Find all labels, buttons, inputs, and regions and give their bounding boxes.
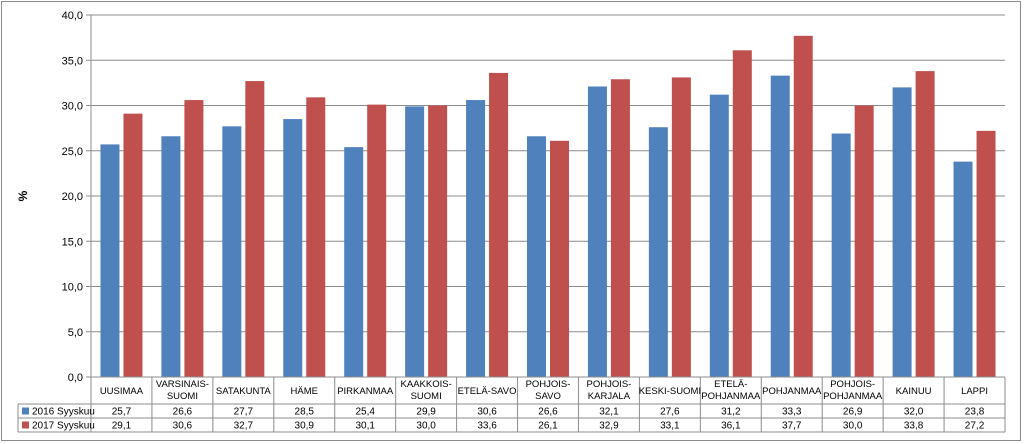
category-label: POHJANMAA (701, 391, 761, 402)
category-label: UUSIMAA (100, 386, 144, 397)
data-label: 37,7 (782, 421, 802, 432)
bar (770, 75, 790, 377)
category-label: SUOMI (411, 391, 442, 402)
data-label: 23,8 (965, 407, 985, 418)
bar (245, 81, 265, 377)
bar (344, 147, 364, 377)
data-label: 26,1 (538, 421, 558, 432)
bar (953, 161, 973, 377)
y-tick-label: 10,0 (62, 282, 83, 294)
data-label: 26,6 (173, 407, 193, 418)
data-label: 30,6 (477, 407, 497, 418)
bar (709, 94, 729, 377)
data-label: 25,4 (355, 407, 375, 418)
bar (671, 77, 691, 377)
data-label: 30,9 (295, 421, 315, 432)
data-label: 30,0 (416, 421, 436, 432)
category-label: POHJOIS- (586, 379, 631, 390)
bar (587, 86, 607, 378)
y-tick-label: 15,0 (62, 236, 83, 248)
y-tick-label: 5,0 (68, 327, 83, 339)
bar (100, 144, 120, 377)
data-label: 30,0 (843, 421, 863, 432)
bar (283, 119, 303, 377)
legend-swatch (22, 407, 29, 415)
data-label: 27,7 (234, 407, 254, 418)
y-tick-label: 0,0 (68, 372, 83, 384)
data-label: 27,2 (965, 421, 985, 432)
bar (892, 87, 912, 378)
data-label: 33,8 (904, 421, 924, 432)
category-label: HÄME (291, 386, 318, 397)
bar (976, 130, 996, 377)
bar (184, 100, 204, 377)
category-label: LAPPI (961, 386, 988, 397)
category-label: POHJOIS- (830, 379, 875, 390)
category-label: SUOMI (167, 391, 198, 402)
y-tick-label: 40,0 (62, 10, 83, 22)
bar (466, 100, 486, 377)
data-label: 33,6 (477, 421, 497, 432)
category-label: POHJOIS- (526, 379, 571, 390)
data-label: 36,1 (721, 421, 741, 432)
data-label: 25,7 (112, 407, 132, 418)
y-tick-label: 25,0 (62, 146, 83, 158)
bar (222, 126, 242, 377)
bar (610, 79, 630, 377)
category-label: KESKI-SUOMI (639, 386, 701, 397)
data-label: 32,0 (904, 407, 924, 418)
category-label: ETELÄ- (714, 379, 747, 390)
legend-label: 2016 Syyskuu (32, 407, 95, 418)
data-label: 30,1 (355, 421, 375, 432)
category-label: KAINUU (896, 386, 932, 397)
data-label: 33,1 (660, 421, 680, 432)
bar (527, 136, 546, 377)
category-label: KAAKKOIS- (401, 379, 452, 390)
data-label: 26,6 (538, 407, 558, 418)
bar (123, 113, 143, 378)
category-label: KARJALA (588, 391, 631, 402)
data-label: 32,1 (599, 407, 619, 418)
data-label: 31,2 (721, 407, 741, 418)
data-label: 32,7 (234, 421, 254, 432)
category-label: SAVO (535, 391, 561, 402)
y-tick-label: 35,0 (62, 55, 83, 67)
data-label: 29,1 (112, 421, 132, 432)
legend-label: 2017 Syyskuu (32, 421, 95, 432)
bar (793, 35, 813, 377)
y-axis-label: % (16, 190, 30, 201)
y-tick-label: 20,0 (62, 191, 83, 203)
bar (405, 106, 425, 377)
category-label: PIRKANMAA (337, 386, 394, 397)
data-label: 29,9 (416, 407, 436, 418)
bar (161, 136, 181, 377)
data-label: 32,9 (599, 421, 619, 432)
bar (648, 127, 668, 377)
category-label: VARSINAIS- (156, 379, 209, 390)
category-label: ETELÄ-SAVO (458, 386, 517, 397)
data-label: 28,5 (295, 407, 315, 418)
bar (367, 104, 387, 377)
category-label: POHJANMAA (823, 391, 883, 402)
bar (489, 72, 509, 378)
bar (831, 133, 851, 377)
bar (550, 140, 569, 377)
category-label: POHJANMAA (762, 386, 822, 397)
data-label: 33,3 (782, 407, 802, 418)
data-label: 26,9 (843, 407, 863, 418)
category-label: SATAKUNTA (216, 386, 272, 397)
y-tick-label: 30,0 (62, 101, 83, 113)
data-label: 30,6 (173, 421, 193, 432)
bar (854, 105, 874, 377)
legend-swatch (22, 421, 29, 429)
bar (428, 105, 448, 377)
bar (915, 71, 935, 378)
data-label: 27,6 (660, 407, 680, 418)
bar (732, 50, 752, 378)
bar (306, 97, 326, 377)
